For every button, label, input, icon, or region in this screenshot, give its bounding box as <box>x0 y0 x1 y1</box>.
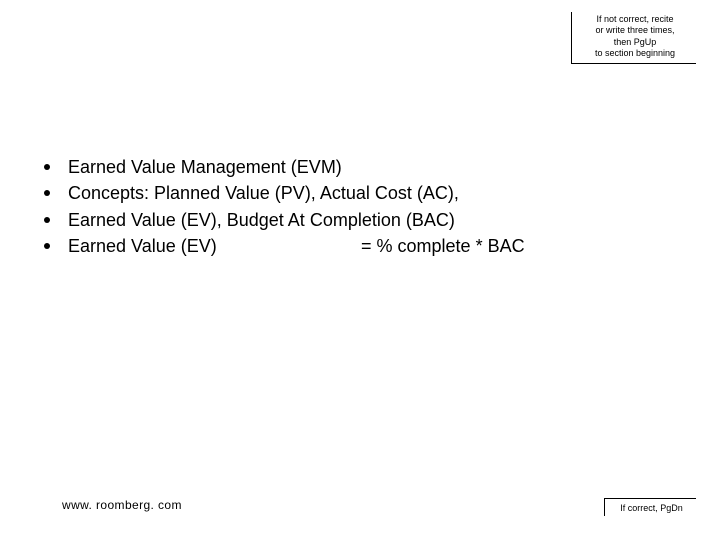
bullet-text: Earned Value (EV), Budget At Completion … <box>68 208 455 232</box>
bullet-item: Concepts: Planned Value (PV), Actual Cos… <box>40 181 660 205</box>
footer-url: www. roomberg. com <box>62 498 182 512</box>
top-note-line: to section beginning <box>578 48 692 59</box>
top-note-line: or write three times, <box>578 25 692 36</box>
bullet-item: Earned Value Management (EVM) <box>40 155 660 179</box>
formula-left: Earned Value (EV) <box>68 234 356 258</box>
bullet-text: Concepts: Planned Value (PV), Actual Cos… <box>68 181 459 205</box>
top-note-line: If not correct, recite <box>578 14 692 25</box>
bottom-note-text: If correct, PgDn <box>620 503 683 513</box>
bullet-text: Earned Value Management (EVM) <box>68 155 342 179</box>
bullet-dot-icon <box>44 243 50 249</box>
bullet-item: Earned Value (EV), Budget At Completion … <box>40 208 660 232</box>
top-note-line: then PgUp <box>578 37 692 48</box>
slide: If not correct, recite or write three ti… <box>0 0 720 540</box>
bullet-list: Earned Value Management (EVM) Concepts: … <box>40 155 660 260</box>
bullet-dot-icon <box>44 164 50 170</box>
top-note-box: If not correct, recite or write three ti… <box>571 12 696 64</box>
bullet-dot-icon <box>44 190 50 196</box>
bullet-dot-icon <box>44 217 50 223</box>
bullet-item-formula: Earned Value (EV) = % complete * BAC <box>40 234 660 258</box>
formula-right: = % complete * BAC <box>361 236 525 256</box>
bullet-text: Earned Value (EV) = % complete * BAC <box>68 234 525 258</box>
bottom-note-box: If correct, PgDn <box>604 498 696 516</box>
